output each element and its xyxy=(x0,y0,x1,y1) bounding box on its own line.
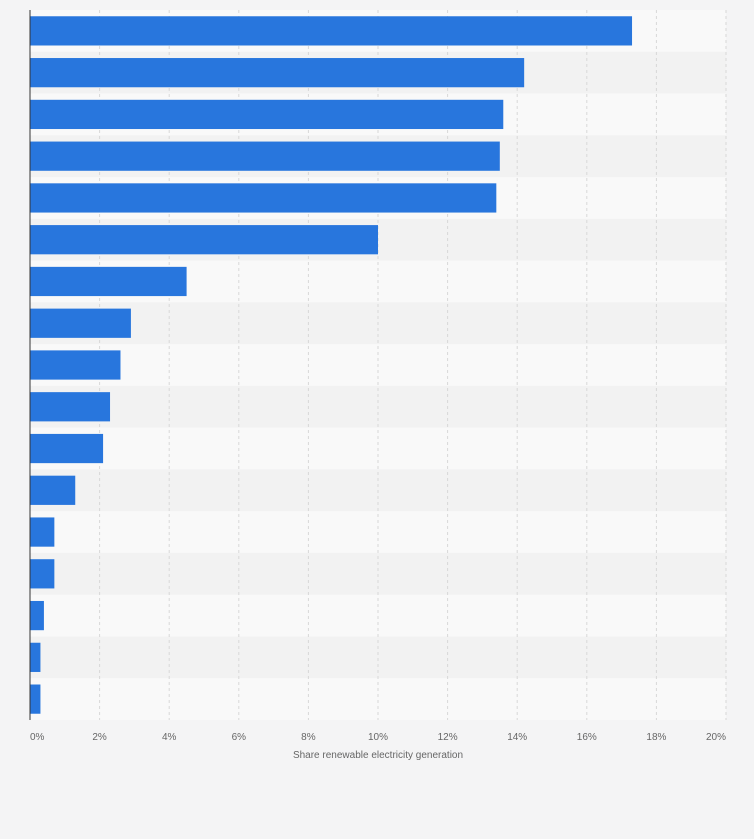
bar xyxy=(30,225,378,255)
bar xyxy=(30,517,55,547)
bar xyxy=(30,266,187,297)
bar xyxy=(30,475,76,505)
x-tick-label: 8% xyxy=(301,732,316,743)
bars xyxy=(30,16,633,714)
x-tick-label: 4% xyxy=(162,732,177,743)
bar xyxy=(30,308,131,338)
x-tick-label: 18% xyxy=(646,732,666,743)
x-tick-label: 2% xyxy=(92,732,107,743)
bar xyxy=(30,642,41,672)
x-tick-label: 12% xyxy=(438,732,458,743)
bar xyxy=(30,600,44,631)
bar xyxy=(30,392,111,422)
x-tick-labels: 0% 2% 4% 6% 8% 10% 12% 14% 16% 18% 20% xyxy=(30,732,726,743)
bar xyxy=(30,183,497,213)
bar xyxy=(30,141,500,171)
x-tick-label: 6% xyxy=(232,732,247,743)
x-tick-label: 10% xyxy=(368,732,388,743)
x-tick-label: 20% xyxy=(706,732,726,743)
bar xyxy=(30,559,55,589)
x-tick-label: 14% xyxy=(507,732,527,743)
bar xyxy=(30,16,633,46)
bar xyxy=(30,99,504,130)
bar xyxy=(30,350,121,380)
bar xyxy=(30,58,525,88)
bar xyxy=(30,433,104,464)
x-tick-label: 16% xyxy=(577,732,597,743)
x-tick-label: 0% xyxy=(30,732,45,743)
x-axis-title: Share renewable electricity generation xyxy=(293,750,463,761)
bar xyxy=(30,684,41,714)
